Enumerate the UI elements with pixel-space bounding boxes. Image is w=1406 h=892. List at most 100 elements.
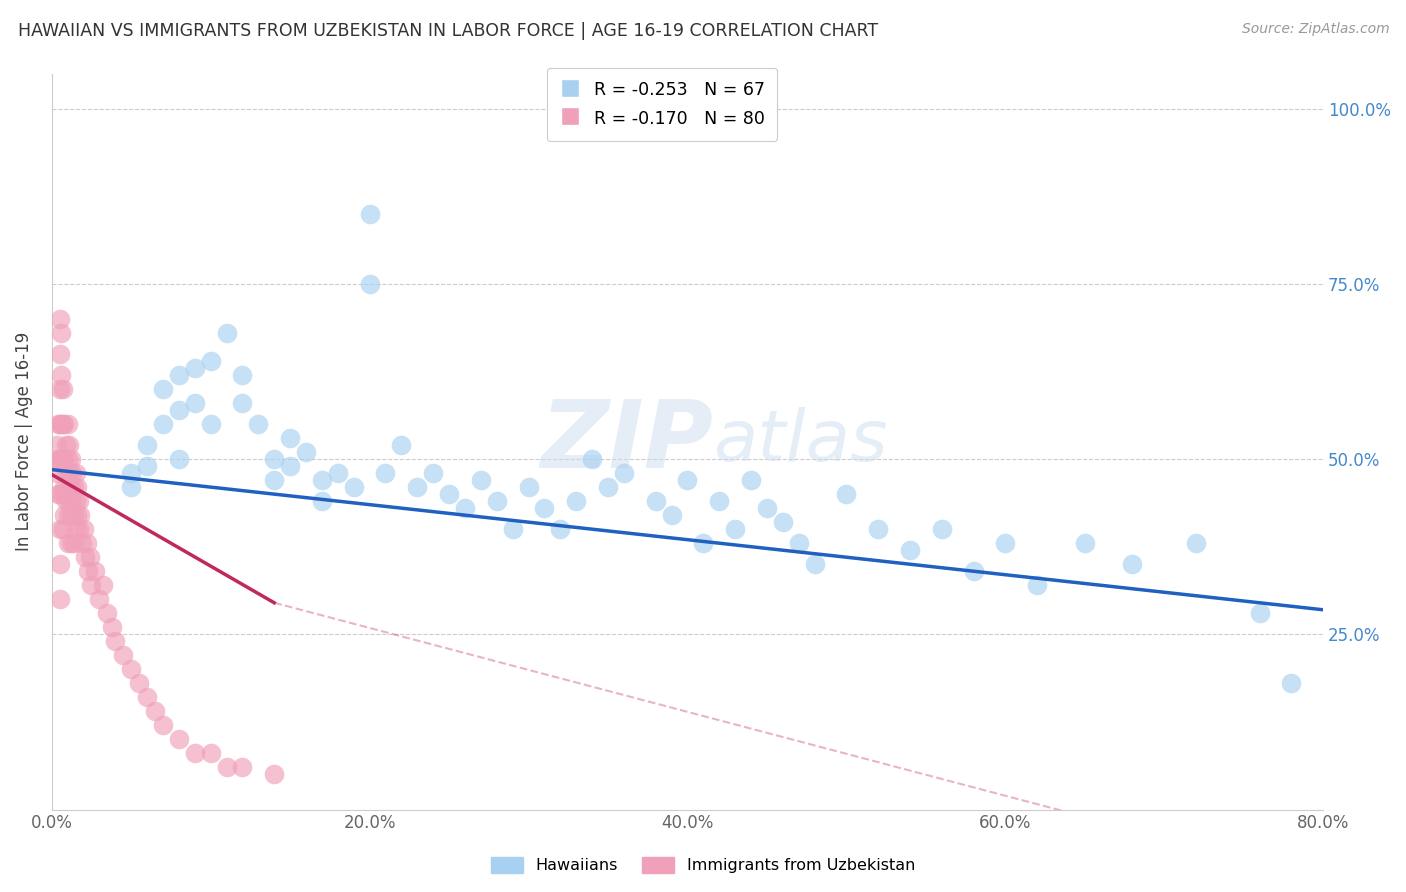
Point: [55, 494, 77, 508]
Point: [75, 550, 97, 565]
Point: [724, 522, 747, 536]
Legend: R = -0.253   N = 67, R = -0.170   N = 80: R = -0.253 N = 67, R = -0.170 N = 80: [547, 68, 778, 141]
Point: [231, 396, 253, 410]
Point: [755, 501, 778, 516]
Point: [326, 466, 349, 480]
Point: [65, 466, 87, 480]
Point: [56, 417, 79, 431]
Point: [55, 438, 77, 452]
Point: [1185, 536, 1208, 550]
Point: [167, 403, 190, 417]
Point: [311, 494, 333, 508]
Point: [120, 662, 142, 676]
Point: [80, 578, 103, 592]
Point: [66, 508, 89, 523]
Text: HAWAIIAN VS IMMIGRANTS FROM UZBEKISTAN IN LABOR FORCE | AGE 16-19 CORRELATION CH: HAWAIIAN VS IMMIGRANTS FROM UZBEKISTAN I…: [18, 22, 879, 40]
Point: [167, 452, 190, 467]
Point: [152, 382, 174, 396]
Point: [48, 452, 70, 467]
Point: [835, 487, 858, 501]
Point: [184, 396, 207, 410]
Point: [120, 480, 142, 494]
Legend: Hawaiians, Immigrants from Uzbekistan: Hawaiians, Immigrants from Uzbekistan: [485, 850, 921, 880]
Point: [53, 480, 76, 494]
Point: [63, 536, 86, 550]
Point: [53, 417, 76, 431]
Point: [56, 536, 79, 550]
Point: [58, 494, 80, 508]
Point: [51, 452, 73, 467]
Point: [454, 501, 477, 516]
Point: [52, 452, 75, 467]
Point: [104, 634, 127, 648]
Point: [48, 592, 70, 607]
Point: [56, 508, 79, 523]
Point: [70, 536, 93, 550]
Point: [89, 592, 111, 607]
Point: [167, 368, 190, 382]
Point: [91, 578, 114, 592]
Point: [62, 494, 84, 508]
Point: [184, 747, 207, 761]
Point: [67, 494, 90, 508]
Point: [868, 522, 890, 536]
Point: [803, 558, 825, 572]
Y-axis label: In Labor Force | Age 16-19: In Labor Force | Age 16-19: [15, 332, 32, 551]
Point: [46, 452, 69, 467]
Point: [550, 522, 572, 536]
Point: [517, 480, 540, 494]
Point: [502, 522, 524, 536]
Point: [51, 368, 73, 382]
Point: [533, 501, 555, 516]
Point: [48, 417, 70, 431]
Point: [136, 438, 159, 452]
Point: [58, 438, 80, 452]
Point: [692, 536, 714, 550]
Point: [63, 480, 86, 494]
Point: [437, 487, 460, 501]
Text: atlas: atlas: [713, 407, 887, 476]
Point: [485, 494, 508, 508]
Point: [128, 676, 150, 690]
Point: [77, 564, 100, 578]
Point: [215, 326, 238, 340]
Point: [59, 480, 82, 494]
Point: [263, 452, 285, 467]
Point: [406, 480, 429, 494]
Point: [311, 473, 333, 487]
Point: [263, 473, 285, 487]
Point: [83, 564, 105, 578]
Point: [740, 473, 762, 487]
Point: [52, 522, 75, 536]
Point: [52, 382, 75, 396]
Point: [76, 536, 98, 550]
Point: [787, 536, 810, 550]
Point: [200, 747, 222, 761]
Point: [112, 648, 135, 663]
Point: [120, 466, 142, 480]
Point: [994, 536, 1017, 550]
Point: [56, 480, 79, 494]
Point: [278, 459, 301, 474]
Point: [53, 452, 76, 467]
Point: [45, 466, 67, 480]
Point: [374, 466, 396, 480]
Point: [278, 431, 301, 445]
Point: [661, 508, 683, 523]
Point: [65, 522, 87, 536]
Point: [63, 508, 86, 523]
Point: [65, 494, 87, 508]
Point: [48, 312, 70, 326]
Point: [101, 620, 124, 634]
Point: [898, 543, 921, 558]
Point: [143, 705, 166, 719]
Point: [184, 361, 207, 376]
Point: [1026, 578, 1049, 592]
Point: [53, 508, 76, 523]
Point: [200, 354, 222, 368]
Point: [613, 466, 636, 480]
Point: [45, 438, 67, 452]
Point: [263, 767, 285, 781]
Point: [152, 417, 174, 431]
Point: [676, 473, 699, 487]
